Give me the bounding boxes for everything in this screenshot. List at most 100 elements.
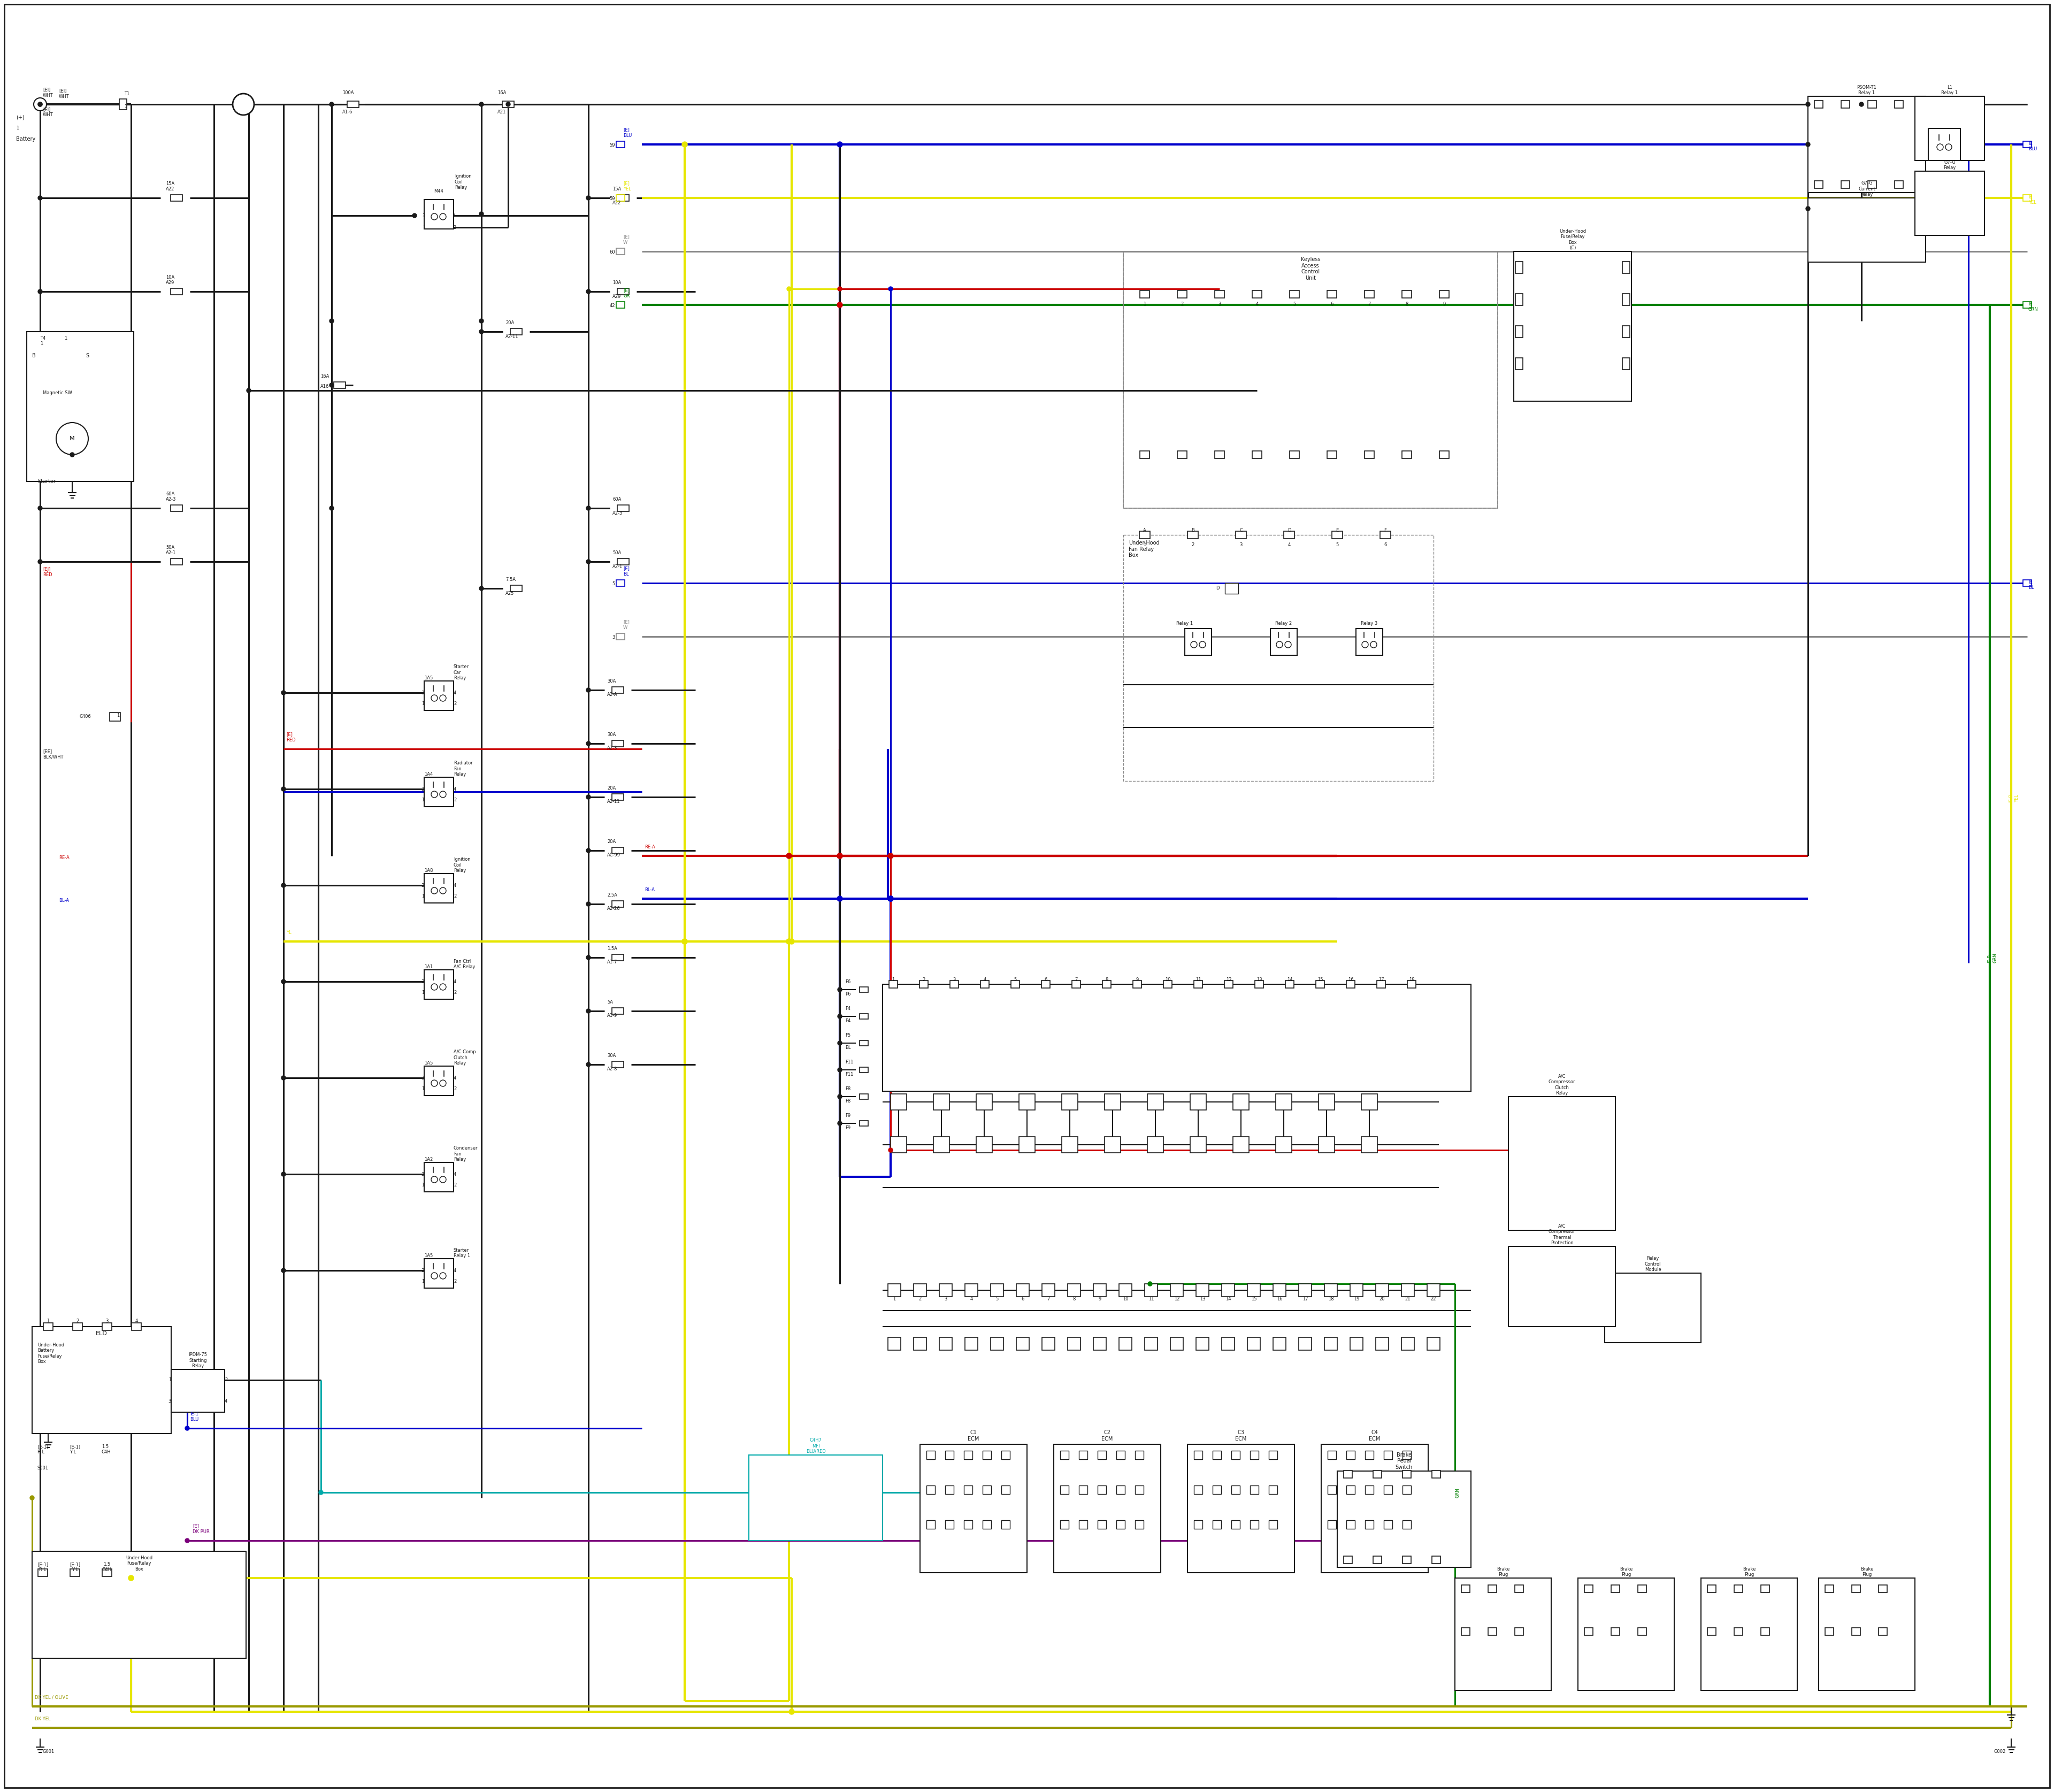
Bar bbox=[976, 1136, 992, 1152]
Bar bbox=[1840, 100, 1851, 108]
Bar bbox=[1319, 1136, 1335, 1152]
Text: IE
GRN: IE GRN bbox=[2027, 301, 2038, 312]
Text: [E]
DK PUR: [E] DK PUR bbox=[193, 1523, 210, 1534]
Bar bbox=[1105, 1136, 1121, 1152]
Bar bbox=[170, 195, 183, 201]
Text: IE-B
GRN: IE-B GRN bbox=[1988, 953, 1999, 962]
Text: 1: 1 bbox=[421, 1183, 425, 1188]
Bar bbox=[1193, 1452, 1202, 1459]
Bar bbox=[1212, 1486, 1222, 1495]
Circle shape bbox=[329, 102, 333, 106]
Circle shape bbox=[440, 1081, 446, 1086]
Text: (+): (+) bbox=[16, 115, 25, 120]
Text: Condenser
Fan
Relay: Condenser Fan Relay bbox=[454, 1145, 479, 1161]
Bar bbox=[1894, 100, 1904, 108]
Text: [EE]
BLK/WHT: [EE] BLK/WHT bbox=[43, 749, 64, 760]
Bar bbox=[423, 199, 454, 229]
Circle shape bbox=[440, 1272, 446, 1279]
Bar bbox=[612, 1061, 624, 1068]
Text: 2: 2 bbox=[454, 701, 456, 706]
Circle shape bbox=[431, 984, 438, 991]
Bar bbox=[1403, 1452, 1411, 1459]
Text: Relay 2: Relay 2 bbox=[1276, 622, 1292, 625]
Text: 4: 4 bbox=[454, 1075, 456, 1081]
Bar bbox=[883, 984, 1471, 1091]
Bar bbox=[131, 1322, 142, 1330]
Text: 15: 15 bbox=[1317, 977, 1323, 982]
Text: 4: 4 bbox=[1288, 543, 1290, 547]
Bar bbox=[1093, 1283, 1107, 1297]
Bar bbox=[1516, 294, 1522, 305]
Text: 1: 1 bbox=[423, 226, 425, 229]
Text: Radiator
Fan
Relay: Radiator Fan Relay bbox=[454, 762, 472, 776]
Text: 3: 3 bbox=[421, 787, 425, 792]
Circle shape bbox=[787, 287, 791, 290]
Text: 20A: 20A bbox=[608, 839, 616, 844]
Text: 4: 4 bbox=[136, 1319, 138, 1324]
Text: 1A2: 1A2 bbox=[425, 1158, 433, 1161]
Bar bbox=[859, 1068, 869, 1073]
Bar bbox=[1195, 1337, 1210, 1349]
Bar bbox=[1140, 530, 1150, 539]
Text: 1: 1 bbox=[168, 1378, 170, 1382]
Bar bbox=[1060, 1520, 1068, 1529]
Circle shape bbox=[838, 1041, 842, 1045]
Text: F6: F6 bbox=[844, 980, 850, 984]
Bar bbox=[1298, 1337, 1313, 1349]
Bar bbox=[1760, 1627, 1768, 1636]
Circle shape bbox=[585, 559, 592, 564]
Text: 3: 3 bbox=[1218, 301, 1220, 306]
Text: T4: T4 bbox=[41, 335, 45, 340]
Circle shape bbox=[70, 453, 74, 457]
Text: IE
YEL: IE YEL bbox=[2027, 195, 2036, 204]
Bar bbox=[1097, 1520, 1107, 1529]
Bar bbox=[980, 980, 990, 987]
Bar bbox=[933, 1093, 949, 1109]
Bar bbox=[1273, 1337, 1286, 1349]
Text: 3: 3 bbox=[105, 1319, 109, 1324]
Bar bbox=[887, 1337, 902, 1349]
Text: 5: 5 bbox=[612, 582, 614, 586]
Circle shape bbox=[431, 213, 438, 220]
Bar bbox=[1366, 1486, 1374, 1495]
Text: 1.5
G4H: 1.5 G4H bbox=[103, 1563, 111, 1572]
Text: [E]
RED: [E] RED bbox=[286, 733, 296, 742]
Bar bbox=[1366, 1520, 1374, 1529]
Text: M44: M44 bbox=[433, 188, 444, 194]
Text: 17: 17 bbox=[1378, 977, 1384, 982]
Text: IE-B
YEL: IE-B YEL bbox=[2009, 794, 2019, 803]
Bar bbox=[1407, 980, 1415, 987]
Text: ELD: ELD bbox=[97, 1331, 107, 1337]
Text: 2: 2 bbox=[454, 894, 456, 898]
Circle shape bbox=[1148, 1281, 1152, 1287]
Bar bbox=[509, 586, 522, 591]
Text: Relay 3: Relay 3 bbox=[1362, 622, 1378, 625]
Text: 2: 2 bbox=[76, 1319, 78, 1324]
Text: P4: P4 bbox=[844, 1018, 850, 1023]
Bar bbox=[1119, 1283, 1132, 1297]
Circle shape bbox=[838, 303, 842, 308]
Bar bbox=[612, 740, 624, 747]
Text: 4: 4 bbox=[454, 978, 456, 984]
Text: 3: 3 bbox=[168, 1400, 170, 1403]
Text: A/C Comp
Clutch
Relay: A/C Comp Clutch Relay bbox=[454, 1050, 477, 1066]
Text: Fan Ctrl
A/C Relay: Fan Ctrl A/C Relay bbox=[454, 959, 474, 969]
Text: [E]
W: [E] W bbox=[622, 235, 629, 246]
Text: C2
ECM: C2 ECM bbox=[1101, 1430, 1113, 1441]
Text: Under-Hood
Fuse/Relay
Box
(C): Under-Hood Fuse/Relay Box (C) bbox=[1559, 229, 1586, 251]
Text: 5: 5 bbox=[1294, 301, 1296, 306]
Circle shape bbox=[838, 142, 842, 147]
Text: 14: 14 bbox=[1286, 977, 1292, 982]
Bar bbox=[945, 1452, 953, 1459]
Bar bbox=[945, 1486, 953, 1495]
Text: 4: 4 bbox=[1255, 301, 1259, 306]
Text: 7: 7 bbox=[1048, 1297, 1050, 1301]
Bar bbox=[1808, 197, 1927, 262]
Bar bbox=[949, 980, 959, 987]
Bar bbox=[347, 100, 359, 108]
Text: 1.5
C4H: 1.5 C4H bbox=[101, 1444, 111, 1455]
Circle shape bbox=[787, 939, 791, 944]
Text: 60A
A2-3: 60A A2-3 bbox=[166, 491, 177, 502]
Bar bbox=[1222, 1337, 1234, 1349]
Text: 11: 11 bbox=[1148, 1297, 1154, 1301]
